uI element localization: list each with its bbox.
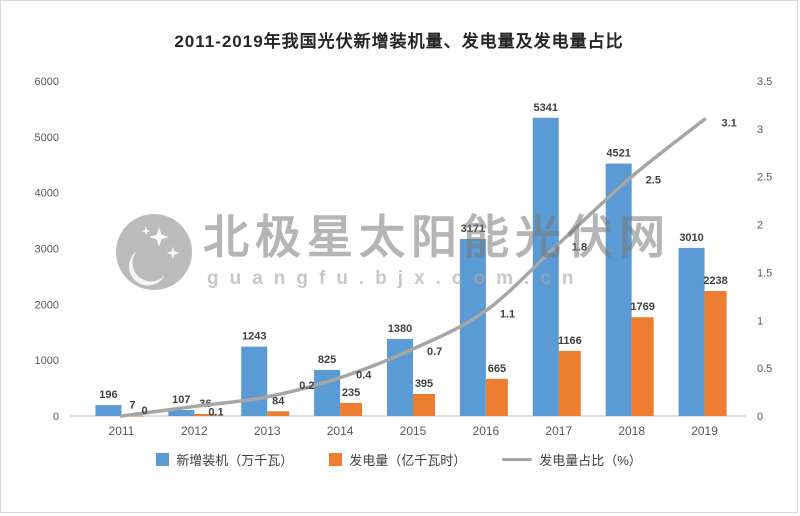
left-axis-tick-label: 0 <box>53 411 59 423</box>
bar-generation <box>704 291 727 416</box>
line-value-label: 0.2 <box>299 380 314 392</box>
bar-installed-capacity <box>95 405 122 416</box>
bar-installed-capacity <box>314 369 341 416</box>
bar-generation <box>267 411 290 416</box>
left-axis-tick-label: 3000 <box>35 244 59 256</box>
right-axis-tick-label: 0.5 <box>757 363 772 375</box>
bar-value-label-generation: 7 <box>129 400 135 412</box>
bar-value-label-installed: 3171 <box>461 223 485 235</box>
orange-bar-swatch <box>329 453 343 466</box>
bar-value-label-generation: 84 <box>272 395 285 407</box>
left-axis-tick-label: 6000 <box>35 76 59 88</box>
bar-value-label-installed: 825 <box>318 354 336 366</box>
bar-generation <box>340 402 363 416</box>
line-value-label: 3.1 <box>722 117 737 129</box>
line-value-label: 2.5 <box>646 175 661 187</box>
legend-item-generation: 发电量（亿千瓦时） <box>329 450 466 469</box>
bar-value-label-installed: 5341 <box>534 102 558 114</box>
x-axis-year-label: 2015 <box>400 424 427 438</box>
line-value-label: 0.4 <box>356 370 372 382</box>
x-axis-year-label: 2018 <box>618 424 645 438</box>
right-axis-tick-label: 1.5 <box>757 267 772 279</box>
bar-value-label-generation: 395 <box>415 378 433 390</box>
right-axis-tick-label: 1 <box>757 315 763 327</box>
bar-generation <box>413 393 435 416</box>
x-axis-year-label: 2017 <box>545 424 572 438</box>
line-value-label: 0.7 <box>427 346 442 358</box>
x-axis-year-label: 2014 <box>327 424 354 438</box>
right-axis-tick-label: 3 <box>757 124 763 136</box>
left-axis-tick-label: 1000 <box>35 355 59 367</box>
chart-title: 2011-2019年我国光伏新增装机量、发电量及发电量占比 <box>174 32 624 51</box>
bar-installed-capacity <box>459 238 486 416</box>
bar-value-label-generation: 2238 <box>703 275 727 287</box>
x-axis-year-label: 2013 <box>254 424 281 438</box>
bar-installed-capacity <box>678 247 705 416</box>
bar-value-label-generation: 235 <box>342 387 360 399</box>
line-value-label: 1.8 <box>572 242 587 254</box>
x-axis-year-label: 2012 <box>181 424 208 438</box>
line-value-label: 0 <box>141 405 147 417</box>
bar-value-label-installed: 4521 <box>606 148 630 160</box>
bar-value-label-installed: 196 <box>99 389 117 401</box>
legend-label-generation: 发电量（亿千瓦时） <box>349 453 467 468</box>
bar-value-label-installed: 107 <box>172 394 190 406</box>
legend-item-installed-capacity: 新增装机（万千瓦） <box>156 450 293 469</box>
legend: 新增装机（万千瓦） 发电量（亿千瓦时） 发电量占比（%） <box>1 450 797 469</box>
blue-bar-swatch <box>156 453 170 466</box>
bar-value-label-generation: 1769 <box>630 301 654 313</box>
x-axis-year-label: 2016 <box>473 424 500 438</box>
right-axis-tick-label: 0 <box>757 411 763 423</box>
bar-generation <box>485 378 508 416</box>
bar-generation <box>194 413 217 416</box>
right-axis-tick-label: 3.5 <box>757 76 772 88</box>
bar-installed-capacity <box>241 346 268 416</box>
gray-line-swatch <box>502 458 533 461</box>
left-axis-tick-label: 2000 <box>35 299 59 311</box>
generation-share-line <box>119 117 707 418</box>
bar-generation <box>558 350 581 416</box>
bar-value-label-installed: 3010 <box>679 232 703 244</box>
x-axis-year-label: 2019 <box>691 424 718 438</box>
bar-value-label-generation: 1166 <box>558 335 582 347</box>
bar-installed-capacity <box>168 410 195 416</box>
bar-value-label-installed: 1380 <box>388 323 412 335</box>
right-axis-tick-label: 2.5 <box>757 172 772 184</box>
left-axis-tick-label: 5000 <box>35 132 59 144</box>
legend-label-generation-share: 发电量占比（%） <box>539 453 642 468</box>
line-value-label: 1.1 <box>500 309 515 321</box>
left-axis-tick-label: 4000 <box>35 188 59 200</box>
legend-item-generation-share: 发电量占比（%） <box>502 450 642 469</box>
right-axis-tick-label: 2 <box>757 220 763 232</box>
x-axis-year-label: 2011 <box>109 424 135 438</box>
bar-installed-capacity <box>605 163 632 416</box>
bar-value-label-generation: 665 <box>488 363 506 375</box>
line-value-label: 0.1 <box>208 406 223 418</box>
bar-value-label-installed: 1243 <box>242 331 266 343</box>
bar-generation <box>631 317 654 416</box>
legend-label-installed-capacity: 新增装机（万千瓦） <box>176 453 294 468</box>
